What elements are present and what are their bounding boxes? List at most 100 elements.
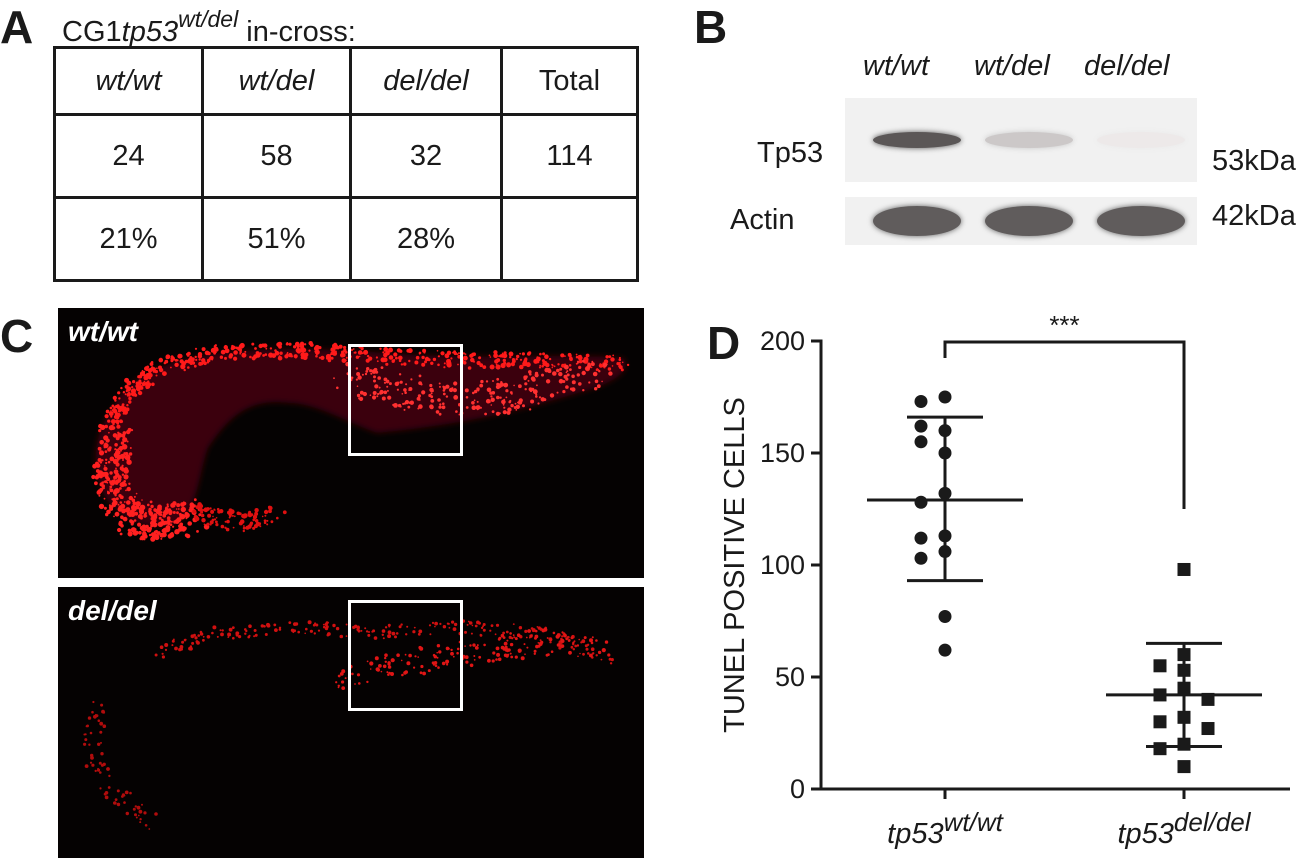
fluorescent-cell — [119, 466, 124, 471]
fluorescent-cell — [151, 366, 154, 369]
count-cell: 114 — [500, 113, 639, 199]
fluorescent-cell — [507, 407, 512, 412]
fluorescent-cell — [453, 351, 457, 356]
fluorescent-cell — [212, 515, 214, 518]
fluorescent-cell — [400, 623, 403, 626]
fluorescent-cell — [445, 395, 449, 398]
fluorescent-cell — [577, 655, 579, 658]
fluorescent-cell — [262, 354, 265, 357]
fluorescent-cell — [503, 411, 506, 413]
fluorescent-cell — [543, 398, 547, 402]
fluorescent-cell — [109, 485, 113, 489]
fluorescent-cell — [424, 360, 427, 364]
fluorescent-cell — [564, 364, 569, 370]
fluorescent-cell — [479, 406, 482, 409]
fluorescent-cell — [384, 653, 388, 657]
fluorescent-cell — [215, 517, 218, 519]
fluorescent-cell — [506, 639, 509, 642]
fluorescent-cell — [225, 527, 230, 532]
fluorescent-cell — [203, 523, 206, 526]
fluorescent-cell — [429, 633, 432, 636]
fluorescent-cell — [427, 669, 431, 673]
fluorescent-cell — [103, 466, 108, 471]
fluorescent-cell — [382, 357, 388, 363]
fluorescent-cell — [365, 370, 369, 373]
fluorescent-cell — [437, 666, 440, 669]
fluorescent-cell — [132, 380, 136, 384]
fluorescent-cell — [571, 374, 575, 379]
fluorescent-cell — [106, 767, 110, 771]
fluorescent-cell — [341, 680, 345, 684]
fluorescent-cell — [248, 634, 251, 637]
fluorescent-cell — [462, 361, 467, 365]
fluorescent-cell — [473, 659, 476, 661]
fluorescent-cell — [472, 391, 475, 395]
fluorescent-cell — [122, 406, 125, 409]
fluorescent-cell — [179, 513, 186, 520]
fluorescent-cell — [393, 403, 398, 408]
fluorescent-cell — [418, 629, 423, 634]
fluorescent-cell — [101, 709, 105, 714]
fluorescent-cell — [158, 365, 162, 370]
fluorescent-cell — [552, 631, 556, 635]
fluorescent-cell — [385, 379, 390, 384]
fluorescent-cell — [318, 356, 321, 359]
fluorescent-cell — [539, 364, 542, 367]
fluorescent-cell — [191, 361, 196, 365]
fluorescent-cell — [223, 345, 228, 350]
fluorescent-cell — [195, 505, 200, 510]
fluorescent-cell — [271, 353, 277, 358]
data-point — [1177, 648, 1191, 662]
fluorescent-cell — [245, 525, 250, 530]
fluorescent-cell — [607, 367, 612, 371]
fluorescent-cell — [126, 486, 131, 492]
fluorescent-cell — [333, 377, 335, 380]
fluorescent-cell — [114, 448, 117, 451]
fluorescent-cell — [381, 396, 386, 401]
fluorescent-cell — [143, 811, 147, 815]
fluorescent-cell — [91, 710, 94, 714]
fluorescent-cell — [495, 363, 498, 366]
fluorescent-cell — [430, 361, 434, 365]
fluorescent-cell — [495, 623, 500, 627]
fluorescent-cell — [496, 652, 501, 657]
fluorescent-cell — [148, 507, 152, 512]
fluorescent-cell — [503, 351, 507, 355]
fluorescent-cell — [369, 668, 372, 670]
fluorescent-cell — [98, 761, 102, 765]
fluorescent-cell — [254, 519, 259, 523]
data-point — [914, 435, 928, 449]
fluorescent-cell — [221, 629, 224, 632]
fluorescent-cell — [145, 373, 151, 378]
fluorescent-cell — [373, 379, 376, 383]
fluorescent-cell — [545, 653, 549, 657]
fluorescent-cell — [442, 402, 445, 405]
fluorescent-cell — [261, 515, 264, 518]
fluorescent-cell — [453, 395, 459, 400]
blot-band — [1097, 132, 1185, 148]
fluorescent-cell — [91, 763, 95, 767]
fluorescent-cell — [104, 424, 108, 429]
fluorescent-cell — [390, 672, 394, 676]
fluorescent-cell — [570, 636, 574, 640]
fluorescent-cell — [249, 521, 254, 525]
fluorescent-cell — [534, 371, 539, 376]
fluorescent-cell — [117, 475, 121, 479]
fluorescent-cell — [568, 354, 572, 358]
fluorescent-cell — [122, 391, 126, 394]
fluorescent-cell — [138, 530, 142, 535]
fluorescent-cell — [421, 355, 425, 360]
fluorescent-cell — [209, 507, 212, 510]
tp53-blot — [845, 98, 1197, 182]
fluorescent-cell — [166, 503, 169, 506]
fluorescent-cell — [406, 661, 411, 666]
fluorescent-cell — [184, 533, 189, 538]
fluorescent-cell — [495, 411, 500, 416]
fluorescent-cell — [119, 419, 123, 424]
fluorescent-cell — [378, 386, 381, 389]
fluorescent-cell — [131, 498, 136, 503]
fluorescent-cell — [464, 630, 467, 634]
fluorescent-cell — [111, 419, 116, 424]
fluorescent-cell — [116, 424, 121, 429]
fluorescent-cell — [209, 520, 214, 525]
